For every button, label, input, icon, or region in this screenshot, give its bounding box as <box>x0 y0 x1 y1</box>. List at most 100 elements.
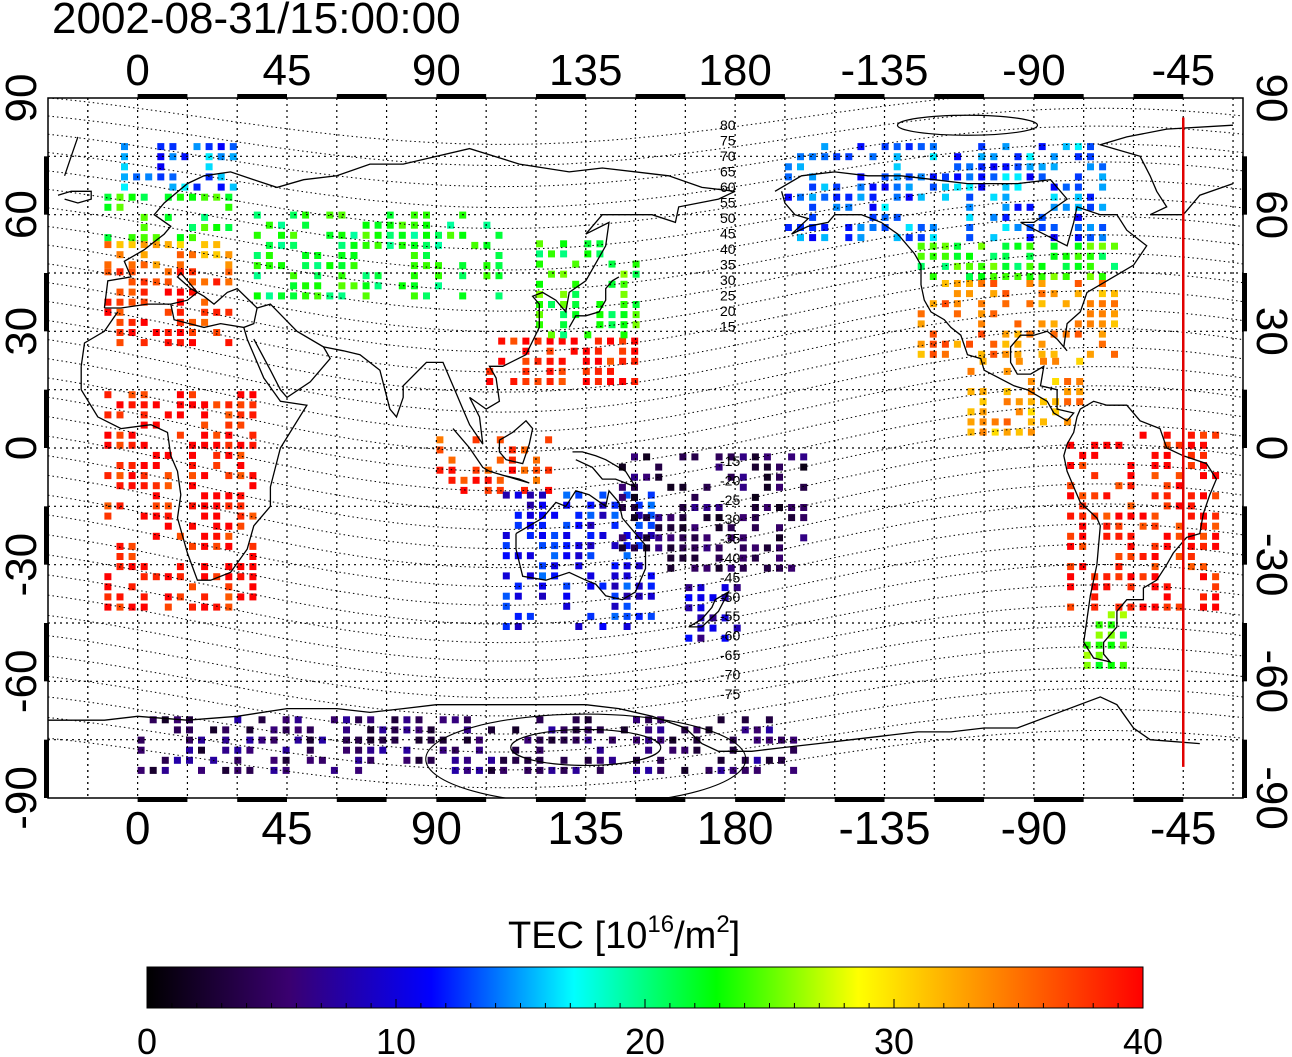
tec-cell <box>575 521 583 529</box>
tec-cell <box>647 612 655 620</box>
tec-cell <box>133 173 141 181</box>
tec-cell <box>917 224 925 231</box>
tec-cell <box>495 231 503 239</box>
tec-cell <box>632 321 640 329</box>
tec-cell <box>691 534 699 542</box>
tec-cell <box>575 623 583 630</box>
tec-cell <box>140 411 148 419</box>
tec-cell <box>152 234 160 242</box>
tec-cell <box>522 378 530 385</box>
colorbar-label-main: TEC [10 <box>508 915 647 957</box>
tec-cell <box>213 224 221 231</box>
contour-label: -60 <box>720 628 740 644</box>
tec-cell <box>502 491 510 499</box>
tec-cell <box>620 331 628 339</box>
tec-cell <box>765 716 773 724</box>
tec-cell <box>1151 563 1159 571</box>
tec-cell <box>599 532 607 539</box>
tec-cell <box>1014 340 1022 348</box>
tec-cell <box>539 521 546 529</box>
tec-cell <box>213 401 221 409</box>
tec-cell <box>475 746 483 754</box>
tec-cell <box>157 143 165 151</box>
tec-cell <box>1115 482 1123 490</box>
coastline <box>253 303 331 399</box>
pole-contour-south-outer <box>425 713 747 798</box>
tec-cell <box>343 746 350 754</box>
tec-cell <box>1212 472 1220 480</box>
tec-cell <box>193 183 201 191</box>
tec-cell <box>575 562 583 570</box>
tec-cell <box>164 482 172 490</box>
tec-cell <box>776 564 783 572</box>
tec-cell <box>572 260 580 268</box>
tec-cell <box>181 153 189 161</box>
tec-cell <box>599 623 607 630</box>
tec-cell <box>953 300 961 308</box>
tec-cell <box>164 268 172 276</box>
colorbar-label-exponent: 16 <box>647 911 674 938</box>
tec-cell <box>176 308 184 316</box>
tec-cell <box>217 173 225 181</box>
contour-label: -65 <box>720 647 740 663</box>
tec-cell <box>526 612 534 620</box>
tec-cell <box>278 241 285 249</box>
tec-cell <box>657 726 665 734</box>
tec-cell <box>495 272 503 280</box>
tec-cell <box>423 252 430 259</box>
tec-cell <box>978 242 986 250</box>
frame-bar-left <box>44 273 49 332</box>
tec-cell <box>667 524 675 532</box>
tec-cell <box>290 292 298 300</box>
tec-cell <box>966 234 974 242</box>
tec-cell <box>514 582 522 590</box>
tec-cell <box>213 308 221 316</box>
contour-label: -20 <box>720 472 740 488</box>
tec-cell <box>1187 542 1195 550</box>
tec-cell <box>669 746 677 754</box>
tec-cell <box>1098 300 1106 308</box>
magnetic-contour <box>48 443 1243 530</box>
tec-cell <box>797 193 804 201</box>
tec-cell <box>929 183 937 191</box>
tec-cell <box>398 282 406 290</box>
tec-cell <box>176 268 184 276</box>
tec-cell <box>1099 234 1107 242</box>
tec-cell <box>213 462 221 469</box>
tec-cell <box>524 766 532 774</box>
tec-cell <box>104 391 112 399</box>
tec-cell <box>1050 290 1058 298</box>
magnetic-contour <box>48 385 1243 472</box>
tec-cell <box>522 367 530 375</box>
tec-cell <box>1052 398 1060 406</box>
tec-cell <box>1200 522 1207 530</box>
tec-cell <box>116 298 124 306</box>
tec-cell <box>355 736 363 744</box>
tec-cell <box>632 270 640 278</box>
frame-bar-top <box>336 94 387 99</box>
tec-cell <box>448 456 456 464</box>
tec-cell <box>1038 173 1046 181</box>
tec-cell <box>270 756 278 764</box>
tec-cell <box>415 726 423 734</box>
tec-cell <box>104 308 112 316</box>
tec-cell <box>954 163 962 171</box>
tec-cell <box>1076 378 1084 385</box>
tec-cell <box>539 491 546 499</box>
tec-cell <box>116 329 124 336</box>
tec-cell <box>302 211 310 219</box>
tec-cell <box>1014 173 1022 181</box>
tec-cell <box>643 453 651 461</box>
tec-cell <box>655 534 663 542</box>
tec-cell <box>1086 262 1094 270</box>
tec-cell <box>966 163 974 171</box>
tec-cell <box>1175 553 1183 560</box>
tec-cell <box>533 456 540 464</box>
tec-cell <box>164 451 172 459</box>
magnetic-contour <box>48 483 1243 569</box>
tec-cell <box>647 501 655 509</box>
tec-cell <box>403 746 411 754</box>
tec-cell <box>739 554 747 562</box>
tec-cell <box>140 462 148 469</box>
tec-cell <box>1079 542 1087 550</box>
